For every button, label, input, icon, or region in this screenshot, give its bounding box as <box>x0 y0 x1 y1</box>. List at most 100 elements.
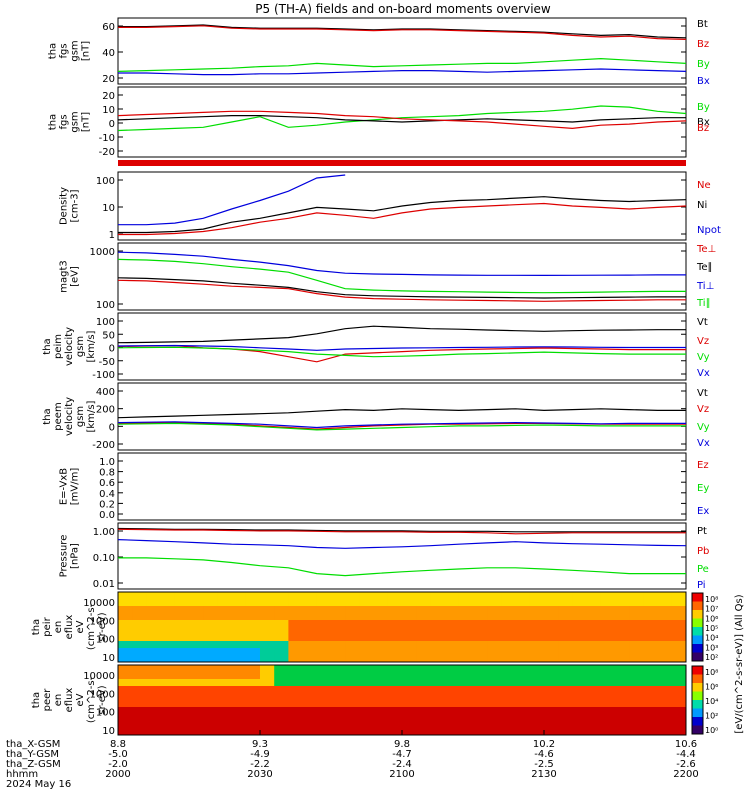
spectro-cell <box>416 641 431 649</box>
spectro-cell <box>345 728 360 736</box>
panel-frame <box>117 522 687 590</box>
spectro-cell <box>529 721 545 729</box>
spectro-cell <box>643 655 659 663</box>
spectro-cell <box>302 592 318 600</box>
spectro-cell <box>473 721 488 729</box>
spectro-cell <box>288 648 304 656</box>
spectro-cell <box>231 714 247 722</box>
spectro-cell <box>444 665 460 673</box>
spectro-cell <box>629 620 644 628</box>
y-axis-label: tha <box>42 408 53 424</box>
spectro-cell <box>487 721 502 729</box>
spectro-cell <box>189 613 204 621</box>
spectro-cell <box>615 592 630 600</box>
spectro-cell <box>586 613 602 621</box>
panel-fgs_mag: tha fgs gsm [nT] 60 40 20 Bt Bz By Bx <box>48 17 710 87</box>
spectro-cell <box>586 627 602 635</box>
spectro-cell <box>657 634 673 642</box>
legend-label: Vx <box>697 368 710 379</box>
spectro-cell <box>487 648 502 656</box>
spectro-cell <box>331 665 346 673</box>
spectro-cell <box>430 686 446 694</box>
spectro-cell <box>387 606 403 614</box>
spectro-cell <box>515 613 531 621</box>
spectro-cell <box>160 665 176 673</box>
spectro-cell <box>416 714 431 722</box>
spectro-cell <box>288 714 304 722</box>
spectro-cell <box>118 728 133 736</box>
spectro-cell <box>359 599 375 607</box>
spectro-cell <box>345 721 360 729</box>
spectro-cell <box>217 634 233 642</box>
spectro-cell <box>245 641 261 649</box>
spectro-cell <box>288 627 304 635</box>
spectro-cell <box>515 665 531 673</box>
spectro-cell <box>359 721 375 729</box>
spectro-cell <box>203 620 218 628</box>
spectro-cell <box>316 679 332 687</box>
x-tick-label: -4.4 <box>676 749 696 760</box>
spectro-cell <box>600 634 616 642</box>
spectro-cell <box>643 641 659 649</box>
spectro-cell <box>473 672 488 680</box>
spectro-cell <box>189 700 204 708</box>
spectro-cell <box>274 620 289 628</box>
spectro-cell <box>288 693 304 701</box>
spectro-cell <box>473 714 488 722</box>
y-tick-label: 1.0 <box>99 457 115 468</box>
spectro-cell <box>217 606 233 614</box>
spectro-cell <box>643 627 659 635</box>
spectro-cell <box>274 634 289 642</box>
spectro-cell <box>288 707 304 715</box>
spectro-cell <box>643 634 659 642</box>
spectro-cell <box>203 641 218 649</box>
spectro-cell <box>529 655 545 663</box>
series-line-Vx <box>117 421 686 429</box>
spectro-cell <box>572 714 588 722</box>
spectro-cell <box>444 700 460 708</box>
spectro-cell <box>274 728 289 736</box>
panel-temperature: magt3 [eV] 1000 100 Te⊥ Te∥ Ti⊥ Ti∥ <box>59 242 716 311</box>
spectro-cell <box>132 648 147 656</box>
spectro-cell <box>373 686 389 694</box>
spectro-cell <box>345 665 360 673</box>
spectro-cell <box>458 648 474 656</box>
spectro-cell <box>174 707 190 715</box>
spectro-cell <box>345 634 360 642</box>
spectro-cell <box>387 679 403 687</box>
spectro-cell <box>174 606 190 614</box>
spectro-cell <box>629 641 644 649</box>
colorbar-frame <box>691 592 704 662</box>
spectro-cell <box>302 648 318 656</box>
colorbar-tick-label: 10⁶ <box>705 683 718 692</box>
spectro-cell <box>615 728 630 736</box>
spectro-cell <box>615 693 630 701</box>
spectro-cell <box>203 606 218 614</box>
spectro-cell <box>657 613 673 621</box>
spectro-cell <box>529 606 545 614</box>
spectro-cell <box>458 714 474 722</box>
spectro-cell <box>302 707 318 715</box>
spectro-cell <box>629 721 644 729</box>
spectro-cell <box>203 672 218 680</box>
spectro-cell <box>515 620 531 628</box>
spectro-cell <box>245 700 261 708</box>
spectro-cell <box>473 648 488 656</box>
spectro-cell <box>189 606 204 614</box>
colorbar-band <box>692 708 703 718</box>
x-tick-label: 2030 <box>247 769 272 780</box>
spectro-cell <box>387 655 403 663</box>
spectro-cell <box>132 665 147 673</box>
spectro-cell <box>402 707 417 715</box>
spectro-cell <box>217 613 233 621</box>
spectro-cell <box>359 620 375 628</box>
y-tick-label: 1 <box>109 230 115 241</box>
spectro-cell <box>302 655 318 663</box>
spectro-cell <box>160 592 176 600</box>
colorbar-tick-label: 10⁴ <box>705 697 718 706</box>
spectro-cell <box>160 627 176 635</box>
spectro-cell <box>316 620 332 628</box>
y-axis-label: eV <box>75 620 86 633</box>
y-tick-label: -50 <box>99 357 115 368</box>
